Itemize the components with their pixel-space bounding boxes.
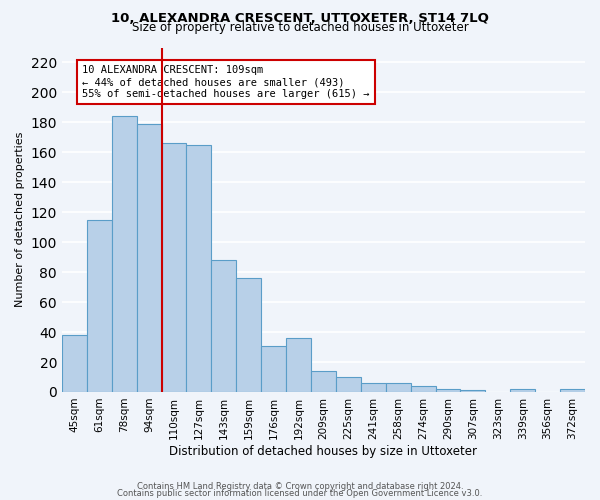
- Bar: [112, 116, 137, 392]
- Bar: [187, 145, 211, 392]
- Text: 10 ALEXANDRA CRESCENT: 109sqm
← 44% of detached houses are smaller (493)
55% of : 10 ALEXANDRA CRESCENT: 109sqm ← 44% of d…: [82, 66, 370, 98]
- Bar: [261, 346, 286, 392]
- Y-axis label: Number of detached properties: Number of detached properties: [15, 132, 25, 308]
- Text: 10, ALEXANDRA CRESCENT, UTTOXETER, ST14 7LQ: 10, ALEXANDRA CRESCENT, UTTOXETER, ST14 …: [111, 12, 489, 24]
- Text: Contains public sector information licensed under the Open Government Licence v3: Contains public sector information licen…: [118, 488, 482, 498]
- Bar: [336, 377, 361, 392]
- Bar: [560, 389, 585, 392]
- Bar: [211, 260, 236, 392]
- Bar: [436, 389, 460, 392]
- X-axis label: Distribution of detached houses by size in Uttoxeter: Distribution of detached houses by size …: [169, 444, 478, 458]
- Bar: [286, 338, 311, 392]
- Bar: [137, 124, 161, 392]
- Bar: [510, 389, 535, 392]
- Bar: [236, 278, 261, 392]
- Bar: [386, 383, 410, 392]
- Bar: [62, 335, 87, 392]
- Bar: [410, 386, 436, 392]
- Bar: [311, 371, 336, 392]
- Text: Contains HM Land Registry data © Crown copyright and database right 2024.: Contains HM Land Registry data © Crown c…: [137, 482, 463, 491]
- Text: Size of property relative to detached houses in Uttoxeter: Size of property relative to detached ho…: [131, 22, 469, 35]
- Bar: [361, 383, 386, 392]
- Bar: [460, 390, 485, 392]
- Bar: [161, 144, 187, 392]
- Bar: [87, 220, 112, 392]
